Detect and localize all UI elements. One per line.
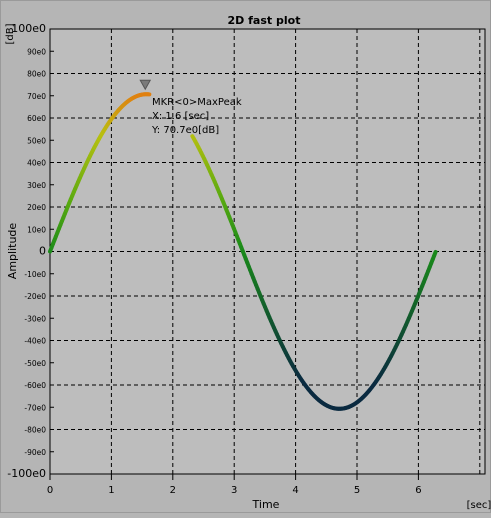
y-tick-label: -70e0 [24, 403, 46, 412]
x-unit-label: [sec] [467, 500, 491, 511]
y-tick-label: 80e0 [27, 70, 46, 79]
y-unit-label: [dB] [5, 23, 16, 44]
y-tick-label: 20e0 [27, 203, 46, 212]
y-tick-label: 90e0 [27, 47, 46, 56]
y-tick-label: -30e0 [24, 314, 46, 323]
y-tick-label: 10e0 [27, 225, 46, 234]
x-tick-label: 0 [47, 485, 53, 496]
x-tick-label: 4 [292, 485, 298, 496]
x-axis-label: Time [252, 498, 280, 511]
y-tick-label: -90e0 [24, 448, 46, 457]
y-tick-label: -100e0 [7, 467, 46, 480]
x-tick-label: 1 [108, 485, 114, 496]
chart-title: 2D fast plot [228, 14, 301, 27]
y-axis-label: Amplitude [6, 223, 19, 280]
marker-label-line: X: 1.6 [sec] [152, 111, 209, 122]
x-tick-label: 6 [415, 485, 421, 496]
y-tick-label: -20e0 [24, 292, 46, 301]
y-tick-label: -40e0 [24, 337, 46, 346]
y-tick-label: -80e0 [24, 426, 46, 435]
x-tick-labels: 0 1 2 3 4 5 6 [47, 474, 422, 496]
marker-label-line: Y: 70.7e0[dB] [151, 125, 219, 136]
y-tick-label: 50e0 [27, 136, 46, 145]
x-tick-label: 5 [354, 485, 360, 496]
y-tick-label: 100e0 [11, 22, 46, 35]
y-tick-label: 0 [39, 245, 46, 258]
y-tick-label: 70e0 [27, 92, 46, 101]
x-tick-label: 2 [170, 485, 176, 496]
marker-label-line: MKR<0>MaxPeak [152, 97, 242, 108]
y-tick-label: -50e0 [24, 359, 46, 368]
y-tick-label: 40e0 [27, 159, 46, 168]
y-tick-label: -10e0 [24, 270, 46, 279]
curve-segment [434, 252, 435, 256]
y-tick-label: 60e0 [27, 114, 46, 123]
y-tick-label: -60e0 [24, 381, 46, 390]
x-tick-label: 3 [231, 485, 237, 496]
y-tick-label: 30e0 [27, 181, 46, 190]
